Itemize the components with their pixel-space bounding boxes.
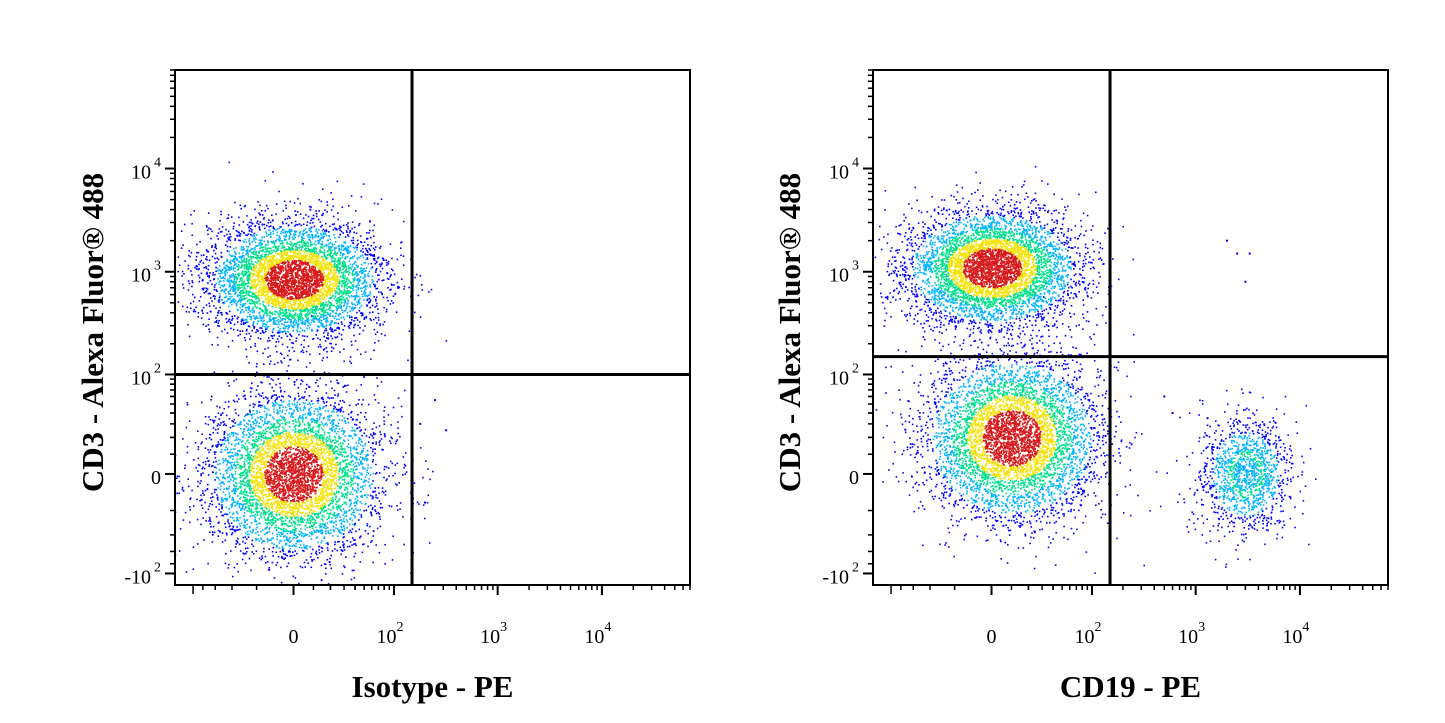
- population-cd3-cd19-: [1159, 388, 1317, 568]
- y-tick-exponent: 2: [154, 361, 161, 376]
- population-cd3-: [175, 315, 434, 585]
- event-dot: [445, 429, 448, 432]
- x-axis-title: CD19 - PE: [1060, 669, 1201, 704]
- y-tick-label: 10: [131, 162, 151, 184]
- x-tick-label: 102: [1074, 620, 1101, 648]
- event-dots: [873, 166, 1317, 574]
- axis-ticks: [864, 69, 1389, 594]
- event-dot: [1248, 252, 1251, 255]
- y-tick-exponent: 4: [852, 156, 859, 171]
- y-tick-exponent: 4: [154, 156, 161, 171]
- y-tick-exponent: 2: [852, 361, 859, 376]
- y-tick-exponent: 2: [852, 560, 859, 575]
- x-tick-label: 104: [1282, 620, 1309, 648]
- event-dot: [1171, 412, 1174, 415]
- event-dot: [1206, 417, 1209, 420]
- population-scattered: [419, 399, 448, 504]
- y-tick-label: 0: [151, 467, 161, 489]
- y-tick-label: 0: [849, 467, 859, 489]
- y-tick-label: -10: [822, 566, 849, 588]
- y-tick-label: 10: [829, 162, 849, 184]
- event-dot: [1244, 280, 1247, 283]
- event-dot: [1163, 395, 1166, 398]
- y-tick-label: 10: [829, 367, 849, 389]
- y-tick-label: 10: [829, 265, 849, 287]
- y-axis-title: CD3 - Alexa Fluor® 488: [75, 173, 110, 492]
- event-dot: [419, 422, 422, 425]
- x-tick-label: 103: [480, 620, 507, 648]
- event-dot: [1236, 252, 1239, 255]
- y-tick-label: 10: [131, 265, 151, 287]
- y-tick-label: -10: [124, 566, 151, 588]
- y-axis-title: CD3 - Alexa Fluor® 488: [772, 173, 807, 492]
- x-tick-label: 103: [1178, 620, 1205, 648]
- plot-frame: [174, 69, 691, 586]
- x-tick-label: 0: [289, 626, 299, 648]
- y-tick-exponent: 3: [852, 259, 859, 274]
- y-tick-exponent: 2: [154, 560, 161, 575]
- population-cd3-cd19-: [873, 166, 1135, 364]
- plot-frame: [872, 69, 1389, 586]
- x-tick-labels: 0 102 103 104: [987, 585, 1309, 648]
- x-tick-label: 102: [376, 620, 403, 648]
- event-dot: [423, 501, 426, 504]
- y-tick-exponent: 3: [154, 259, 161, 274]
- event-dot: [1226, 239, 1229, 242]
- population-scattered: [1163, 239, 1251, 420]
- y-tick-label: 10: [131, 367, 151, 389]
- axis-ticks: [166, 69, 691, 594]
- x-tick-label: 0: [987, 626, 997, 648]
- event-dots: [175, 161, 448, 585]
- x-tick-labels: 0 102 103 104: [289, 585, 611, 648]
- x-axis-title: Isotype - PE: [352, 669, 514, 704]
- population-cd3-: [175, 161, 448, 377]
- event-dot: [434, 399, 437, 402]
- x-tick-label: 104: [584, 620, 611, 648]
- population-cd3-cd19-: [875, 296, 1191, 574]
